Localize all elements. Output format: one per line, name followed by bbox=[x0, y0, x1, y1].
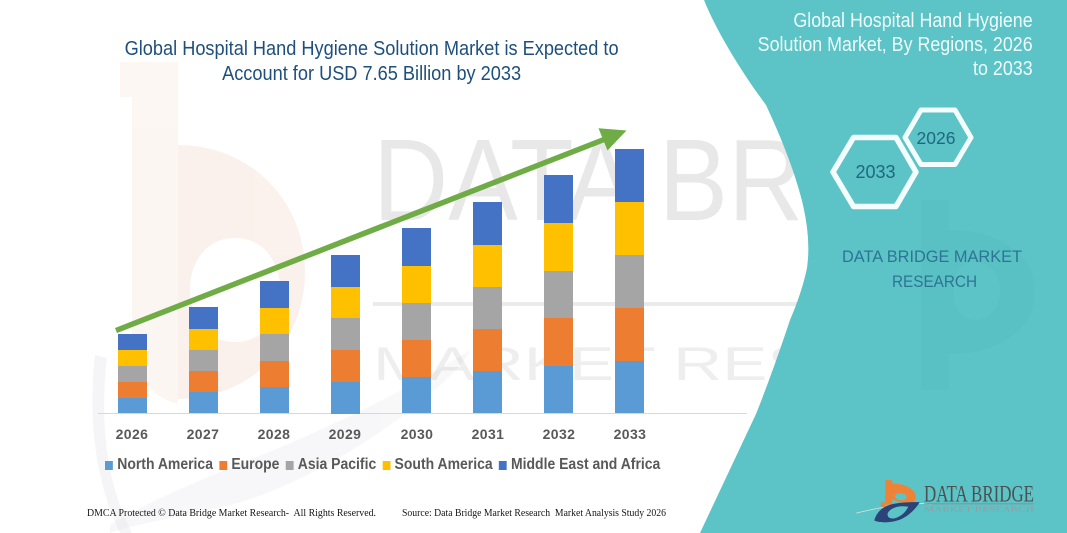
svg-text:DATA BRIDGE: DATA BRIDGE bbox=[924, 482, 1034, 507]
svg-text:DATA BRIDGE MARKET: DATA BRIDGE MARKET bbox=[842, 247, 1022, 266]
svg-text:2033: 2033 bbox=[855, 162, 895, 182]
svg-text:RESEARCH: RESEARCH bbox=[892, 272, 977, 291]
svg-text:MARKET RESEARCH: MARKET RESEARCH bbox=[924, 505, 1034, 513]
svg-text:2026: 2026 bbox=[917, 128, 956, 148]
